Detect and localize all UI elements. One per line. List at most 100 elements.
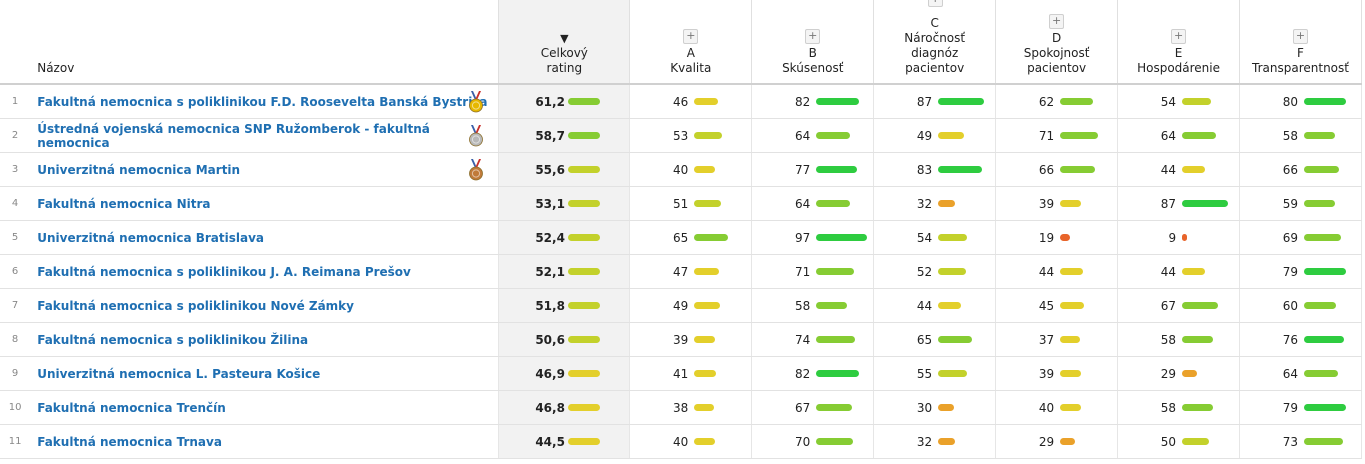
score-value: 79	[1282, 264, 1299, 279]
header-criterion-a[interactable]: + A Kvalita	[629, 0, 753, 85]
hospital-name-link[interactable]: Fakultná nemocnica s poliklinikou F.D. R…	[37, 94, 488, 109]
hospital-name-link[interactable]: Univerzitná nemocnica Martin	[37, 162, 241, 177]
header-total-rating[interactable]: ▼ Celkový rating	[498, 0, 631, 85]
row-name-cell: Ústredná vojenská nemocnica SNP Ružomber…	[30, 118, 500, 153]
total-rating-cell: 58,7	[498, 118, 631, 153]
table-row: 2 Ústredná vojenská nemocnica SNP Ružombe…	[0, 118, 1362, 153]
score-bar	[938, 234, 968, 241]
row-name-cell: Fakultná nemocnica Trenčín	[30, 390, 500, 425]
score-bar	[816, 132, 851, 139]
header-criterion-f[interactable]: + F Transparentnosť	[1239, 0, 1362, 85]
hospital-name-link[interactable]: Fakultná nemocnica Nitra	[37, 196, 211, 211]
score-cell-f: 79	[1239, 254, 1362, 289]
score-cell-c: 32	[873, 186, 997, 221]
score-value: 49	[673, 298, 689, 313]
hospital-name-link[interactable]: Univerzitná nemocnica Bratislava	[37, 230, 265, 245]
score-bar	[816, 302, 848, 309]
header-name[interactable]: Názov	[30, 0, 500, 85]
expand-plus-icon[interactable]: +	[1049, 14, 1065, 29]
score-value: 37	[1038, 332, 1055, 347]
score-cell-c: 54	[873, 220, 997, 255]
score-value: 65	[673, 230, 689, 245]
criterion-letter: C	[930, 16, 939, 30]
expand-plus-icon[interactable]: +	[927, 0, 943, 7]
score-cell-e: 54	[1117, 84, 1241, 119]
score-value: 66	[1038, 162, 1055, 177]
header-criterion-d[interactable]: + D Spokojnosť pacientov	[995, 0, 1119, 85]
hospital-name-link[interactable]: Univerzitná nemocnica L. Pasteura Košice	[37, 366, 321, 381]
total-rating-bar	[568, 370, 601, 377]
expand-plus-icon[interactable]: +	[1171, 29, 1187, 44]
expand-plus-icon[interactable]: +	[683, 29, 699, 44]
score-value: 47	[673, 264, 689, 279]
score-cell-e: 58	[1117, 390, 1241, 425]
score-value: 82	[794, 94, 811, 109]
score-bar	[1304, 132, 1336, 139]
score-value: 52	[916, 264, 933, 279]
score-value: 40	[1038, 400, 1055, 415]
criterion-letter: B	[808, 46, 817, 60]
score-value: 58	[1160, 400, 1177, 415]
score-cell-f: 58	[1239, 118, 1362, 153]
score-value: 65	[916, 332, 933, 347]
score-bar	[1060, 336, 1081, 343]
score-cell-a: 47	[629, 254, 753, 289]
score-bar	[816, 268, 855, 275]
score-cell-a: 46	[629, 84, 753, 119]
score-cell-f: 76	[1239, 322, 1362, 357]
row-rank: 3	[0, 152, 31, 187]
score-value: 39	[673, 332, 689, 347]
bronze-medal-icon	[468, 158, 484, 181]
hospital-name-link[interactable]: Fakultná nemocnica Trenčín	[37, 400, 226, 415]
score-cell-d: 39	[995, 356, 1119, 391]
score-cell-e: 9	[1117, 220, 1241, 255]
total-rating-value: 46,9	[535, 366, 565, 381]
criterion-letter: F	[1297, 46, 1304, 60]
table-row: 11 Fakultná nemocnica Trnava 44,5 40 70 32 29 5…	[0, 424, 1362, 459]
silver-medal-icon	[468, 124, 484, 147]
table-row: 4 Fakultná nemocnica Nitra 53,1 51 64 32 39 87 5…	[0, 186, 1362, 221]
table-row: 10 Fakultná nemocnica Trenčín 46,8 38 67 30 40…	[0, 390, 1362, 425]
score-bar	[694, 98, 719, 105]
expand-plus-icon[interactable]: +	[805, 29, 821, 44]
score-bar	[938, 404, 955, 411]
hospital-name-link[interactable]: Fakultná nemocnica s poliklinikou J. A. …	[37, 264, 411, 279]
hospital-name-link[interactable]: Fakultná nemocnica s poliklinikou Nové Z…	[37, 298, 354, 313]
total-rating-bar	[568, 200, 601, 207]
score-cell-b: 82	[751, 356, 875, 391]
hospital-name-link[interactable]: Fakultná nemocnica s poliklinikou Žilina	[37, 332, 309, 347]
score-bar	[1060, 234, 1071, 241]
row-name-cell: Univerzitná nemocnica Martin	[30, 152, 500, 187]
score-cell-d: 40	[995, 390, 1119, 425]
score-bar	[1060, 438, 1076, 445]
score-bar	[816, 98, 860, 105]
row-rank: 8	[0, 322, 31, 357]
score-value: 62	[1038, 94, 1055, 109]
total-rating-cell: 52,4	[498, 220, 631, 255]
score-cell-a: 49	[629, 288, 753, 323]
table-header-row: Názov ▼ Celkový rating + A Kvalita + B Skúsen…	[0, 0, 1362, 85]
criterion-label: Transparentnosť	[1252, 61, 1349, 75]
row-name-cell: Fakultná nemocnica s poliklinikou Žilina	[30, 322, 500, 357]
header-criterion-e[interactable]: + E Hospodárenie	[1117, 0, 1241, 85]
row-name-cell: Univerzitná nemocnica L. Pasteura Košice	[30, 356, 500, 391]
score-value: 44	[1160, 162, 1177, 177]
score-bar	[1182, 132, 1217, 139]
score-bar	[816, 404, 853, 411]
score-cell-d: 44	[995, 254, 1119, 289]
score-value: 64	[1282, 366, 1299, 381]
hospital-name-link[interactable]: Ústredná vojenská nemocnica SNP Ružomber…	[37, 121, 430, 150]
score-value: 39	[1038, 366, 1055, 381]
header-criterion-b[interactable]: + B Skúsenosť	[751, 0, 875, 85]
total-rating-cell: 44,5	[498, 424, 631, 459]
hospital-name-link[interactable]: Fakultná nemocnica Trnava	[37, 434, 222, 449]
score-cell-a: 51	[629, 186, 753, 221]
expand-plus-icon[interactable]: +	[1293, 29, 1308, 44]
score-bar	[1304, 438, 1344, 445]
score-bar	[694, 404, 715, 411]
score-value: 50	[1160, 434, 1177, 449]
score-value: 38	[673, 400, 689, 415]
total-rating-cell: 51,8	[498, 288, 631, 323]
table-row: 1 Fakultná nemocnica s poliklinikou F.D. …	[0, 84, 1362, 119]
